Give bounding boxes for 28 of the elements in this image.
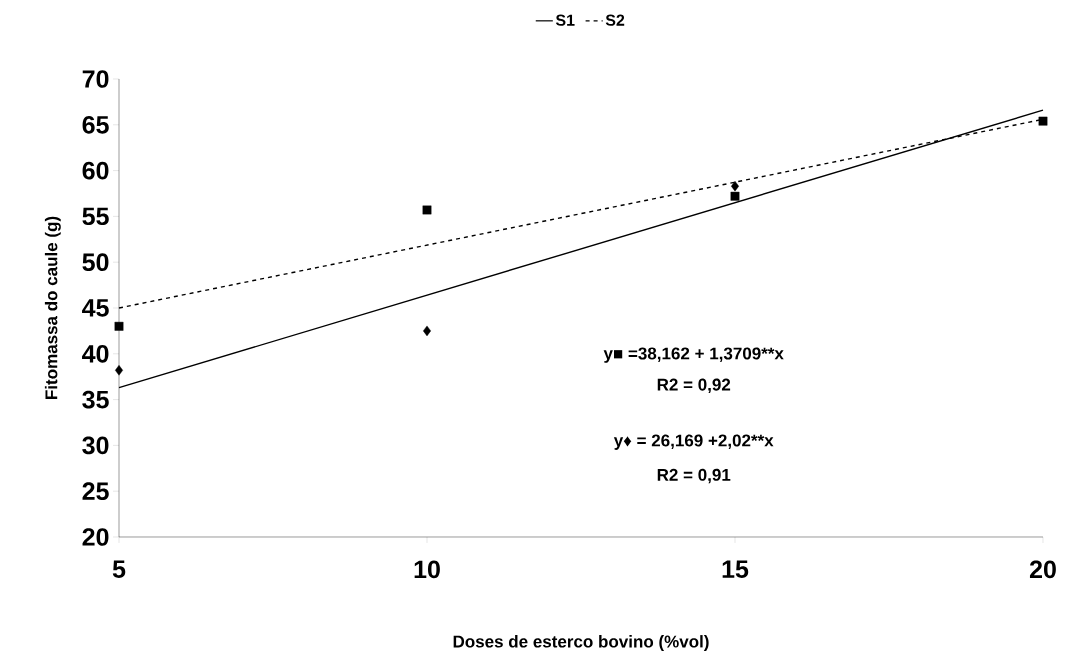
point xyxy=(115,365,123,376)
x-tick-label: 20 xyxy=(1029,560,1056,579)
x-tick-label: 15 xyxy=(722,560,749,578)
y-tick-label: 30 xyxy=(82,436,109,455)
legend-label: S1 xyxy=(555,14,575,26)
point xyxy=(422,205,432,215)
x-tick-label: 10 xyxy=(414,560,440,579)
y-tick-label: 45 xyxy=(82,299,109,317)
x-axis-title: Doses de esterco bovino (%vol) xyxy=(453,635,709,651)
y-tick-label: 35 xyxy=(82,390,109,409)
point xyxy=(1038,116,1048,126)
y-tick-label: 25 xyxy=(82,482,109,501)
legend-label: S2 xyxy=(605,14,625,26)
y-tick-label: 20 xyxy=(82,528,109,546)
x-tick-label: 5 xyxy=(112,560,126,578)
y-tick-label: 65 xyxy=(82,115,109,134)
annotation: y■ =38,162 + 1,3709**x xyxy=(603,347,784,363)
y-tick-label: 55 xyxy=(82,207,109,226)
annotation: R2 = 0,91 xyxy=(657,468,731,484)
y-tick-label: 70 xyxy=(82,70,109,88)
y-tick-label: 50 xyxy=(82,253,109,272)
annotation: R2 = 0,92 xyxy=(657,378,731,394)
y-tick-label: 60 xyxy=(82,161,109,180)
annotation: y♦ = 26,169 +2,02**x xyxy=(613,434,774,450)
point xyxy=(730,191,740,201)
y-tick-label: 40 xyxy=(82,344,109,363)
y-axis-title: Fitomassa do caule (g) xyxy=(44,216,61,399)
point xyxy=(114,321,124,331)
